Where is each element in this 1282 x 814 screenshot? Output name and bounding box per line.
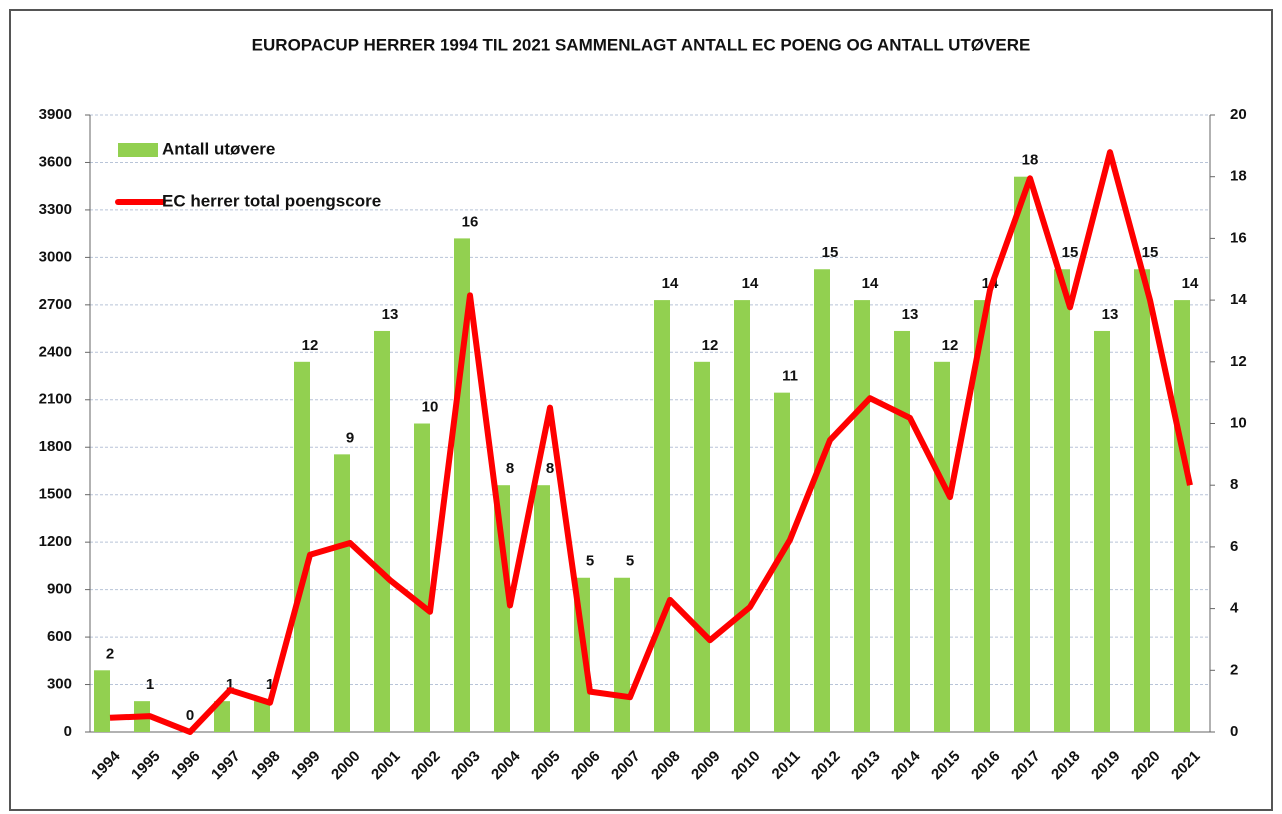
data-label: 12 bbox=[702, 337, 719, 354]
y-tick-label: 1200 bbox=[39, 533, 72, 550]
data-label: 8 bbox=[506, 460, 514, 477]
bar bbox=[854, 300, 870, 732]
data-label: 11 bbox=[782, 368, 798, 385]
bar bbox=[814, 269, 830, 732]
y2-tick-label: 0 bbox=[1230, 723, 1238, 740]
data-label: 2 bbox=[106, 645, 114, 662]
data-label: 1 bbox=[266, 676, 274, 693]
bar bbox=[374, 330, 390, 732]
data-label: 14 bbox=[662, 275, 679, 292]
bar bbox=[1174, 300, 1190, 732]
y-tick-label: 3900 bbox=[39, 106, 72, 123]
y-tick-label: 1800 bbox=[39, 438, 72, 455]
y-tick-label: 2400 bbox=[39, 343, 72, 360]
chart-title: EUROPACUP HERRER 1994 TIL 2021 SAMMENLAG… bbox=[252, 35, 1031, 54]
y2-tick-label: 16 bbox=[1230, 229, 1247, 246]
y2-tick-label: 12 bbox=[1230, 353, 1247, 370]
y-tick-label: 3000 bbox=[39, 248, 72, 265]
data-label: 13 bbox=[902, 306, 919, 323]
y-tick-label: 2700 bbox=[39, 296, 72, 313]
data-label: 14 bbox=[1182, 275, 1199, 292]
bar bbox=[1054, 269, 1070, 732]
bar bbox=[734, 300, 750, 732]
bar bbox=[614, 577, 630, 732]
data-label: 13 bbox=[1102, 306, 1119, 323]
data-label: 5 bbox=[586, 553, 594, 570]
bar bbox=[534, 485, 550, 732]
y2-tick-label: 2 bbox=[1230, 661, 1238, 678]
bar bbox=[334, 454, 350, 732]
data-label: 1 bbox=[146, 676, 154, 693]
data-label: 16 bbox=[462, 213, 479, 230]
y-tick-label: 3300 bbox=[39, 201, 72, 218]
data-label: 13 bbox=[382, 306, 399, 323]
bar bbox=[774, 392, 790, 732]
data-label: 14 bbox=[742, 275, 759, 292]
bar bbox=[494, 485, 510, 732]
y2-tick-label: 10 bbox=[1230, 414, 1247, 431]
data-label: 14 bbox=[862, 275, 879, 292]
bar bbox=[694, 361, 710, 732]
bar bbox=[1134, 269, 1150, 732]
y2-tick-label: 20 bbox=[1230, 106, 1247, 123]
bar bbox=[454, 238, 470, 732]
frame bbox=[9, 9, 1273, 811]
data-label: 15 bbox=[822, 244, 839, 261]
bar bbox=[934, 361, 950, 732]
y-tick-label: 600 bbox=[47, 628, 72, 645]
data-label: 8 bbox=[546, 460, 554, 477]
y2-tick-label: 8 bbox=[1230, 476, 1238, 493]
data-label: 15 bbox=[1142, 244, 1159, 261]
bar bbox=[414, 423, 430, 732]
data-label: 12 bbox=[302, 337, 319, 354]
bar bbox=[974, 300, 990, 732]
legend-label: Antall utøvere bbox=[162, 139, 275, 158]
bar bbox=[1014, 176, 1030, 732]
bar bbox=[94, 670, 110, 732]
data-label: 9 bbox=[346, 429, 354, 446]
y2-tick-label: 6 bbox=[1230, 538, 1238, 555]
y-tick-label: 300 bbox=[47, 676, 72, 693]
bar bbox=[654, 300, 670, 732]
data-label: 12 bbox=[942, 337, 959, 354]
line bbox=[109, 149, 1193, 735]
data-label: 0 bbox=[186, 707, 194, 724]
bar bbox=[1094, 330, 1110, 732]
y2-tick-label: 18 bbox=[1230, 168, 1247, 185]
y2-tick-label: 4 bbox=[1230, 600, 1239, 617]
y2-tick-label: 14 bbox=[1230, 291, 1247, 308]
data-label: 10 bbox=[422, 398, 439, 415]
data-label: 1 bbox=[226, 676, 234, 693]
legend-swatch bbox=[118, 143, 158, 157]
data-label: 18 bbox=[1022, 152, 1039, 169]
y-tick-label: 3600 bbox=[39, 153, 72, 170]
legend-label: EC herrer total poengscore bbox=[162, 191, 381, 210]
bar bbox=[894, 330, 910, 732]
bar bbox=[254, 701, 270, 732]
y-tick-label: 2100 bbox=[39, 391, 72, 408]
bar bbox=[294, 361, 310, 732]
data-label: 15 bbox=[1062, 244, 1079, 261]
data-label: 5 bbox=[626, 553, 634, 570]
y-tick-label: 0 bbox=[64, 723, 72, 740]
y-tick-label: 1500 bbox=[39, 486, 72, 503]
y-tick-label: 900 bbox=[47, 581, 72, 598]
bar bbox=[214, 701, 230, 732]
